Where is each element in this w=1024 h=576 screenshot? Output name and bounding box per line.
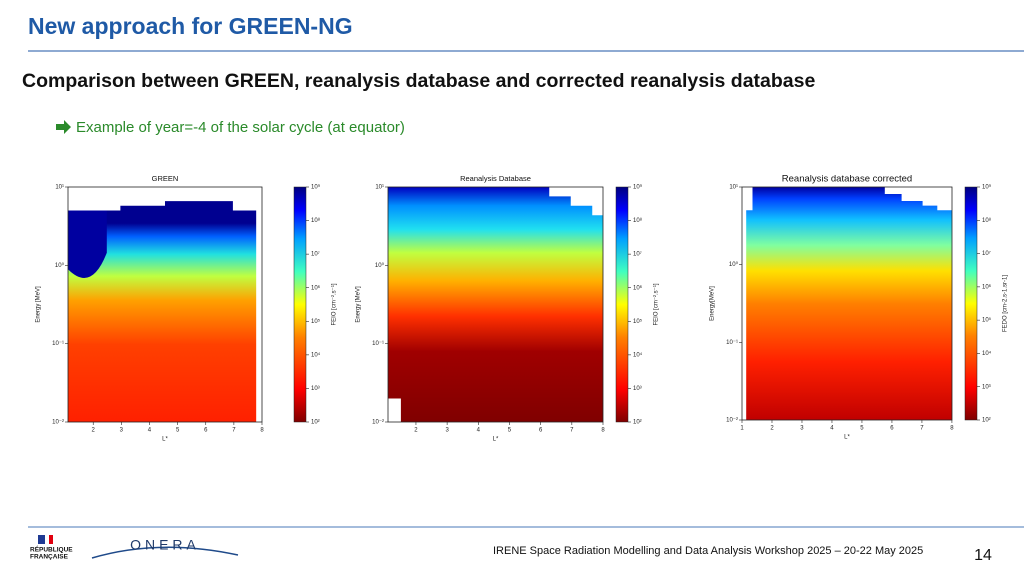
flag-icon bbox=[45, 535, 49, 544]
colorbar-tick-label: 10⁸ bbox=[982, 217, 992, 224]
plot-frame bbox=[387, 186, 604, 423]
y-tick-label: 10⁰ bbox=[375, 262, 385, 269]
x-tick-label: 3 bbox=[445, 428, 449, 434]
colorbar-tick-label: 10⁹ bbox=[633, 184, 643, 191]
y-tick-label: 10⁻² bbox=[726, 418, 738, 424]
x-tick-label: 8 bbox=[950, 426, 954, 432]
x-tick-label: 7 bbox=[920, 426, 924, 432]
colorbar bbox=[964, 186, 978, 421]
slide-title: New approach for GREEN-NG bbox=[28, 13, 353, 39]
y-tick-label: 10¹ bbox=[375, 185, 384, 191]
x-axis-label: L* bbox=[844, 435, 850, 441]
y-tick-label: 10¹ bbox=[55, 185, 64, 191]
x-tick-label: 5 bbox=[860, 426, 864, 432]
colorbar-tick-label: 10² bbox=[982, 418, 991, 424]
colorbar-tick-label: 10³ bbox=[982, 384, 991, 390]
colorbar-tick-label: 10⁶ bbox=[633, 284, 643, 291]
x-axis-label: L* bbox=[162, 437, 168, 443]
y-tick-label: 10⁰ bbox=[729, 261, 739, 268]
x-tick-label: 5 bbox=[508, 428, 512, 434]
x-tick-label: 6 bbox=[539, 428, 543, 434]
colorbar-label: FEIO [cm⁻².s⁻¹] bbox=[654, 283, 660, 325]
colorbar-tick-label: 10³ bbox=[311, 386, 320, 392]
heatmap bbox=[388, 187, 603, 422]
heatmap bbox=[68, 201, 257, 422]
heatmap-region bbox=[68, 210, 107, 278]
colorbar-tick-label: 10⁸ bbox=[311, 217, 321, 224]
republic-text: RÉPUBLIQUE bbox=[30, 545, 73, 554]
colorbar bbox=[293, 186, 307, 423]
x-tick-label: 4 bbox=[477, 428, 481, 434]
republic-text: FRANÇAISE bbox=[30, 554, 69, 561]
colorbar-tick-label: 10⁹ bbox=[311, 184, 321, 191]
colorbar-tick-label: 10⁴ bbox=[311, 351, 321, 358]
onera-logo: ONERA bbox=[130, 537, 200, 553]
colorbar-tick-label: 10² bbox=[311, 420, 320, 426]
x-tick-label: 2 bbox=[770, 426, 774, 432]
colorbar-tick-label: 10⁹ bbox=[982, 184, 992, 191]
plot-frame bbox=[67, 186, 263, 423]
y-tick-label: 10¹ bbox=[729, 185, 738, 191]
x-tick-label: 3 bbox=[120, 428, 124, 434]
colorbar-label: FEDO [cm-2.s-1.sr-1] bbox=[1003, 275, 1009, 332]
colorbar-tick-label: 10⁵ bbox=[633, 318, 643, 325]
colorbar-tick-label: 10⁵ bbox=[311, 318, 321, 325]
onera-swoosh bbox=[91, 546, 239, 559]
panel-title: GREEN bbox=[152, 174, 179, 183]
colorbar-label: FEIO [cm⁻².s⁻¹] bbox=[332, 283, 338, 325]
x-tick-label: 2 bbox=[414, 428, 418, 434]
y-axis-label: Energy[MeV] bbox=[710, 286, 716, 321]
footer-workshop: IRENE Space Radiation Modelling and Data… bbox=[493, 545, 923, 557]
flag-icon bbox=[49, 535, 53, 544]
x-tick-label: 7 bbox=[570, 428, 574, 434]
panel-title: Reanalysis database corrected bbox=[782, 174, 912, 185]
x-tick-label: 4 bbox=[148, 428, 152, 434]
colorbar-tick-label: 10³ bbox=[633, 386, 642, 392]
y-tick-label: 10⁰ bbox=[55, 262, 65, 269]
colorbar-tick-label: 10⁴ bbox=[633, 351, 643, 358]
y-tick-label: 10⁻² bbox=[372, 420, 384, 426]
colorbar-tick-label: 10⁷ bbox=[311, 251, 320, 258]
y-axis-label: Energy [MeV] bbox=[36, 286, 42, 323]
colorbar-tick-label: 10² bbox=[633, 420, 642, 426]
plot-frame bbox=[741, 186, 953, 421]
heatmap bbox=[746, 187, 952, 420]
colorbar-tick-label: 10⁷ bbox=[982, 250, 991, 257]
colorbar-tick-label: 10⁶ bbox=[982, 283, 992, 290]
colorbar-tick-label: 10⁵ bbox=[982, 317, 992, 324]
x-tick-label: 6 bbox=[204, 428, 208, 434]
y-tick-label: 10⁻² bbox=[52, 420, 64, 426]
x-axis-label: L* bbox=[493, 437, 499, 443]
x-tick-label: 7 bbox=[232, 428, 236, 434]
x-tick-label: 8 bbox=[601, 428, 605, 434]
x-tick-label: 4 bbox=[830, 426, 834, 432]
y-tick-label: 10⁻¹ bbox=[372, 341, 384, 347]
colorbar-tick-label: 10⁴ bbox=[982, 350, 992, 357]
x-tick-label: 2 bbox=[92, 428, 96, 434]
x-tick-label: 5 bbox=[176, 428, 180, 434]
colorbar-tick-label: 10⁸ bbox=[633, 217, 643, 224]
panel-title: Reanalysis Database bbox=[460, 174, 531, 183]
bullet-text: Example of year=-4 of the solar cycle (a… bbox=[76, 119, 405, 136]
y-axis-label: Energy [MeV] bbox=[356, 286, 362, 323]
y-tick-label: 10⁻¹ bbox=[52, 341, 64, 347]
panels: GREEN L* Energy [MeV] 2 3 4 5 6 7 8 10¹ 10⁰ 10⁻¹ 10⁻²… bbox=[36, 174, 1009, 443]
bullet-arrow bbox=[56, 120, 71, 134]
colorbar-tick-label: 10⁷ bbox=[633, 251, 642, 258]
subtitle: Comparison between GREEN, reanalysis dat… bbox=[22, 70, 815, 92]
x-tick-label: 8 bbox=[260, 428, 264, 434]
colorbar-tick-label: 10⁶ bbox=[311, 284, 321, 291]
page-number: 14 bbox=[974, 547, 992, 564]
x-tick-label: 6 bbox=[890, 426, 894, 432]
x-tick-label: 1 bbox=[740, 426, 744, 432]
colorbar bbox=[615, 186, 629, 423]
y-tick-label: 10⁻¹ bbox=[726, 340, 738, 346]
x-tick-label: 3 bbox=[800, 426, 804, 432]
